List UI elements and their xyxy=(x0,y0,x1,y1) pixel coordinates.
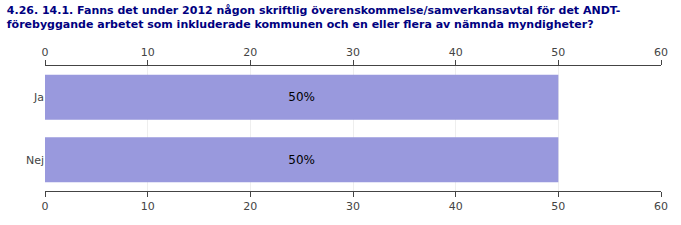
svg-text:50%: 50% xyxy=(288,153,315,167)
svg-text:4.26. 14.1. Fanns det under 20: 4.26. 14.1. Fanns det under 2012 någon s… xyxy=(7,4,620,31)
svg-text:Ja: Ja xyxy=(33,91,44,104)
svg-text:20: 20 xyxy=(243,200,257,213)
svg-text:40: 40 xyxy=(449,46,463,59)
svg-text:30: 30 xyxy=(346,46,360,59)
svg-text:30: 30 xyxy=(346,200,360,213)
svg-text:10: 10 xyxy=(141,46,155,59)
svg-text:50: 50 xyxy=(551,46,565,59)
svg-text:Nej: Nej xyxy=(26,154,44,167)
svg-text:10: 10 xyxy=(141,200,155,213)
svg-text:50: 50 xyxy=(551,200,565,213)
svg-text:40: 40 xyxy=(449,200,463,213)
svg-text:50%: 50% xyxy=(288,90,315,104)
svg-text:0: 0 xyxy=(42,200,49,213)
svg-text:0: 0 xyxy=(42,46,49,59)
svg-text:60: 60 xyxy=(654,200,668,213)
svg-text:60: 60 xyxy=(654,46,668,59)
svg-text:20: 20 xyxy=(243,46,257,59)
